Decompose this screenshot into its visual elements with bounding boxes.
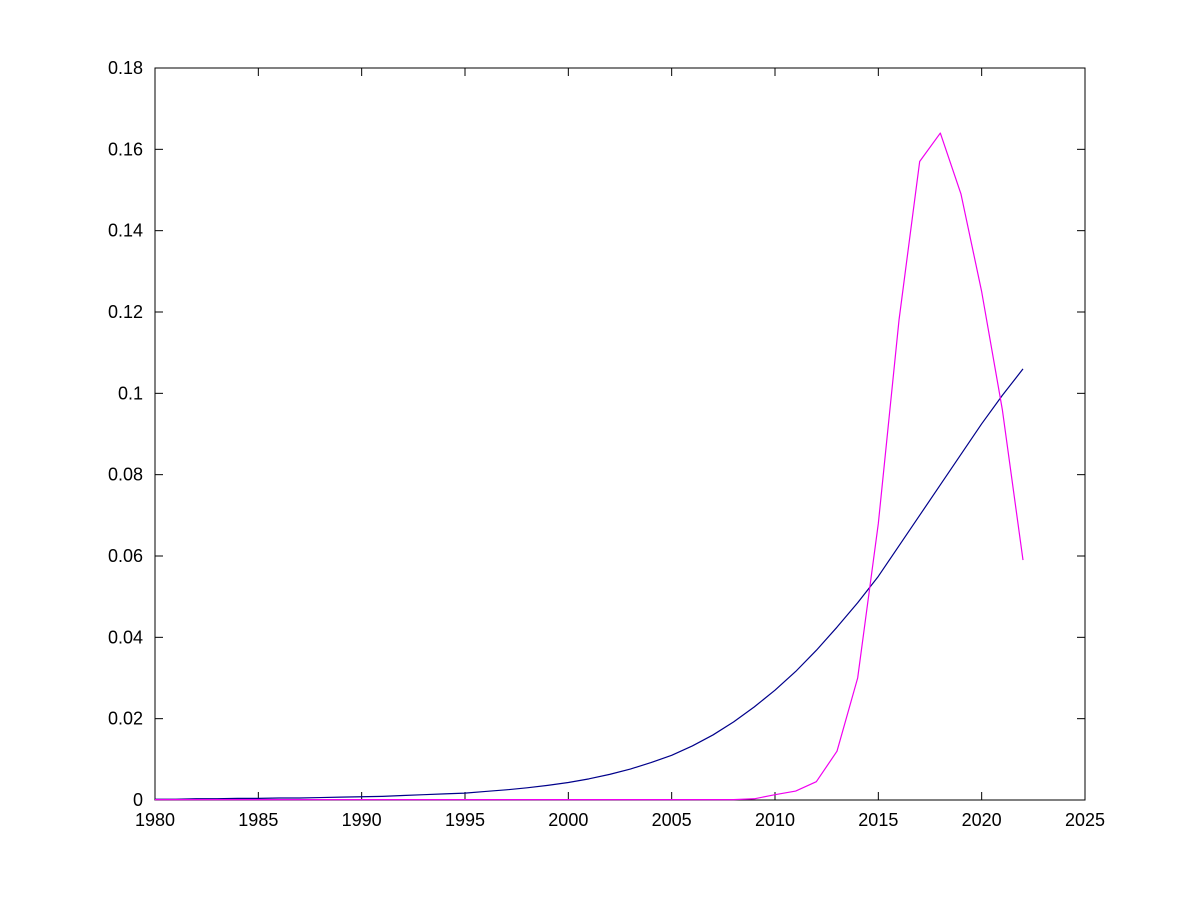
x-tick-label: 2025 bbox=[1065, 810, 1105, 830]
y-tick-label: 0.06 bbox=[108, 546, 143, 566]
y-tick-label: 0.1 bbox=[118, 383, 143, 403]
axes-frame bbox=[154, 67, 1086, 801]
x-tick-label: 2000 bbox=[548, 810, 588, 830]
line-series-peaked-data-curve bbox=[155, 132, 1024, 801]
x-tick-label: 1995 bbox=[445, 810, 485, 830]
y-tick-label: 0.16 bbox=[108, 139, 143, 159]
y-tick-label: 0.14 bbox=[108, 221, 143, 241]
y-tick-label: 0 bbox=[133, 790, 143, 810]
y-tick-label: 0.02 bbox=[108, 709, 143, 729]
x-tick-label: 1990 bbox=[342, 810, 382, 830]
x-tick-label: 2020 bbox=[962, 810, 1002, 830]
x-tick-label: 1985 bbox=[238, 810, 278, 830]
y-tick-label: 0.18 bbox=[108, 58, 143, 78]
y-tick-label: 0.12 bbox=[108, 302, 143, 322]
line-series-smooth-logistic-curve bbox=[155, 368, 1024, 800]
x-tick-label: 2010 bbox=[755, 810, 795, 830]
y-tick-label: 0.08 bbox=[108, 465, 143, 485]
x-tick-label: 1980 bbox=[135, 810, 175, 830]
x-tick-label: 2005 bbox=[652, 810, 692, 830]
y-tick-label: 0.04 bbox=[108, 627, 143, 647]
x-tick-label: 2015 bbox=[858, 810, 898, 830]
